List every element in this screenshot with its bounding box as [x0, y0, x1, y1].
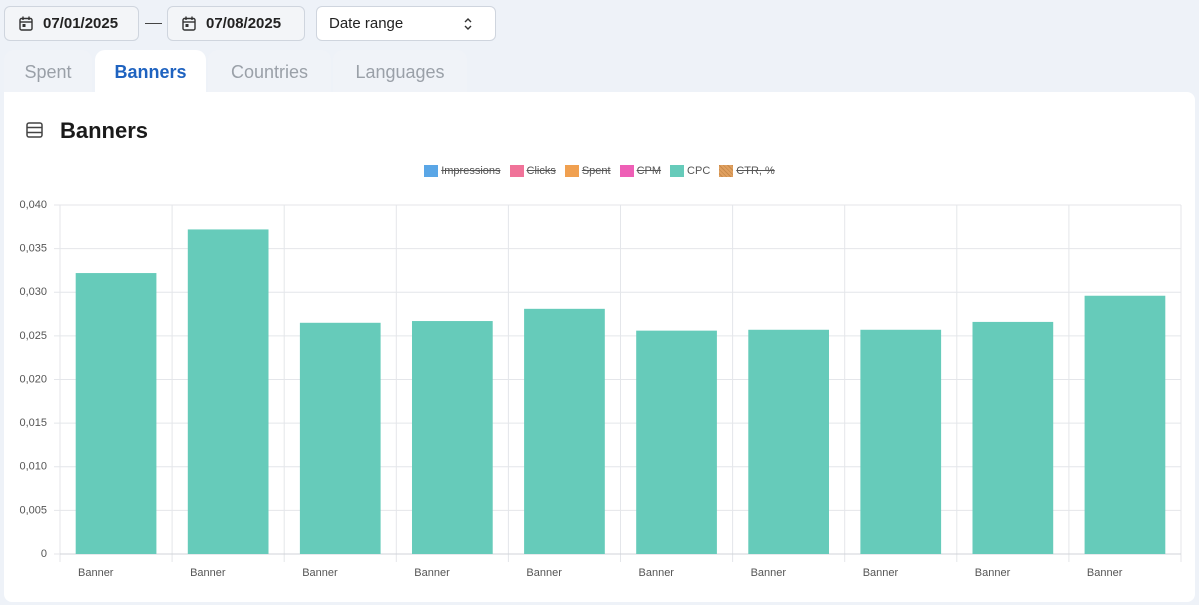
chevron-icon [464, 17, 472, 30]
tab[interactable]: Banners [95, 50, 206, 94]
date-from[interactable]: 07/01/2025 [4, 6, 139, 41]
x-tick-label: Banner [1087, 567, 1123, 579]
legend-label: CTR, % [736, 165, 775, 177]
bar [75, 273, 157, 554]
legend-label: Impressions [441, 165, 501, 177]
table-icon [26, 122, 43, 138]
x-tick-label: Banner [414, 567, 450, 579]
legend-swatch [509, 165, 524, 177]
legend-swatch [564, 165, 579, 177]
bar [299, 322, 381, 554]
bar [972, 321, 1054, 554]
legend-label: Spent [581, 165, 611, 177]
y-tick-label: 0,030 [19, 286, 47, 298]
y-tick-label: 0,025 [19, 330, 47, 342]
y-tick-label: 0,035 [19, 243, 47, 255]
bar [187, 229, 269, 554]
legend-item[interactable]: Spent [564, 165, 611, 177]
bar [411, 321, 493, 554]
tab[interactable]: Countries [208, 50, 331, 94]
calendar-icon [19, 16, 33, 31]
x-tick-label: Banner [863, 567, 899, 579]
legend-item[interactable]: CTR, % [719, 165, 775, 177]
tab[interactable]: Languages [333, 50, 467, 94]
y-tick-label: 0,005 [19, 504, 47, 516]
legend-swatch [619, 165, 634, 177]
bar [860, 329, 942, 554]
panel-title: Banners [60, 118, 149, 143]
y-tick-label: 0,020 [19, 373, 47, 385]
range-select[interactable]: Date range [316, 6, 496, 41]
legend-item[interactable]: CPC [670, 165, 710, 177]
bar [748, 329, 830, 554]
legend-label: CPM [636, 165, 662, 177]
date-text: 07/01/2025 [43, 15, 119, 32]
y-tick-label: 0,040 [19, 199, 47, 211]
y-tick-label: 0 [41, 548, 47, 560]
date-to[interactable]: 07/08/2025 [167, 6, 305, 41]
x-tick-label: Banner [190, 567, 226, 579]
x-tick-label: Banner [526, 567, 562, 579]
legend-swatch [719, 165, 734, 177]
legend-label: Clicks [526, 165, 556, 177]
select-text: Date range [329, 15, 404, 32]
x-tick-label: Banner [975, 567, 1011, 579]
legend-item[interactable]: CPM [619, 165, 662, 177]
x-tick-label: Banner [751, 567, 787, 579]
legend-label: CPC [687, 165, 711, 177]
legend-swatch [670, 165, 685, 177]
legend: Impressions Clicks Spent CPM CPC CTR, % [0, 165, 1199, 177]
date-separator [145, 23, 162, 24]
bar [636, 330, 717, 554]
calendar-icon [182, 16, 196, 31]
x-tick-label: Banner [78, 567, 114, 579]
bar [1084, 295, 1166, 554]
x-tick-label: Banner [639, 567, 675, 579]
date-text: 07/08/2025 [206, 15, 282, 32]
x-tick-label: Banner [302, 567, 338, 579]
y-tick-label: 0,010 [19, 461, 47, 473]
legend-swatch [424, 165, 439, 177]
legend-item[interactable]: Impressions [424, 165, 501, 177]
legend-item[interactable]: Clicks [509, 165, 556, 177]
y-tick-label: 0,015 [19, 417, 47, 429]
tab[interactable]: Spent [4, 50, 92, 94]
bar [524, 308, 605, 554]
